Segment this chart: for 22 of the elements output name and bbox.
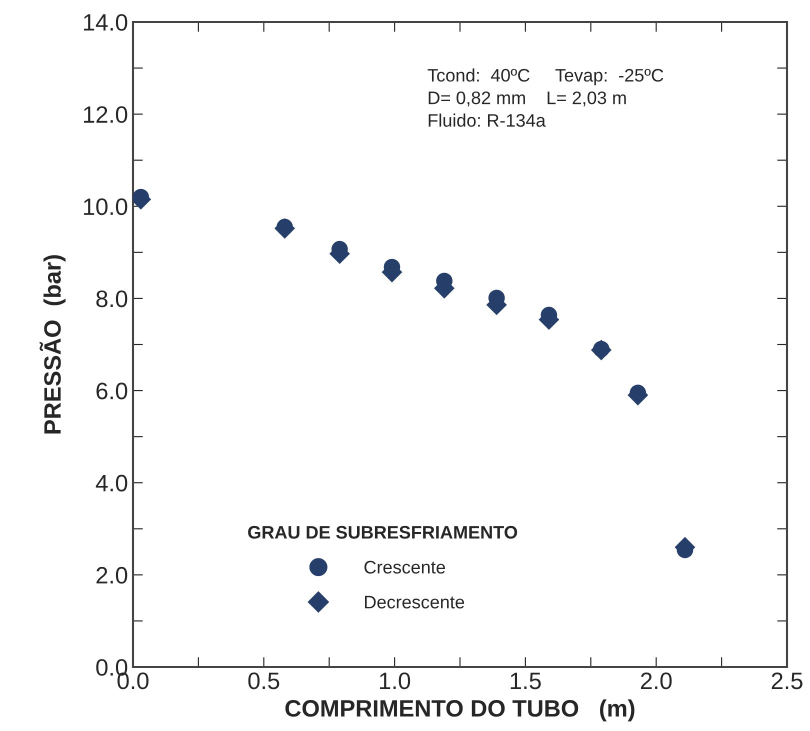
point [590, 340, 612, 360]
x-axis-title: COMPRIMENTO DO TUBO (m) [285, 699, 634, 722]
y-tick-label: 12.0 [84, 106, 128, 123]
y-tick-label: 6.0 [96, 382, 128, 400]
x-tick-label: 2.5 [772, 672, 802, 690]
annotation: D= 0,82 mm L= 2,03 m [428, 91, 626, 106]
point [274, 218, 296, 239]
y-tick-label: 8.0 [96, 290, 128, 308]
x-tick-label: 0.5 [248, 672, 280, 690]
legend-label: Decrescente [365, 596, 464, 608]
y-tick-label: 4.0 [96, 474, 128, 492]
legend-label: Crescente [364, 560, 446, 574]
x-tick-label: 2.0 [640, 672, 672, 690]
y-tick-label: 14.0 [84, 14, 128, 31]
x-tick-label: 1.5 [510, 672, 541, 690]
x-tick-label: 1.0 [380, 672, 410, 690]
annotation: Fluido: R-134a [428, 114, 546, 127]
y-axis-title: PRESSÃO (bar) [40, 255, 66, 434]
y-tick-label: 2.0 [96, 566, 128, 584]
legend-title: GRAU DE SUBRESFRIAMENTO [248, 526, 518, 539]
annotation: Tcond: 40ºC Tevap: -25ºC [428, 68, 664, 86]
y-tick-label: 10.0 [84, 198, 128, 216]
